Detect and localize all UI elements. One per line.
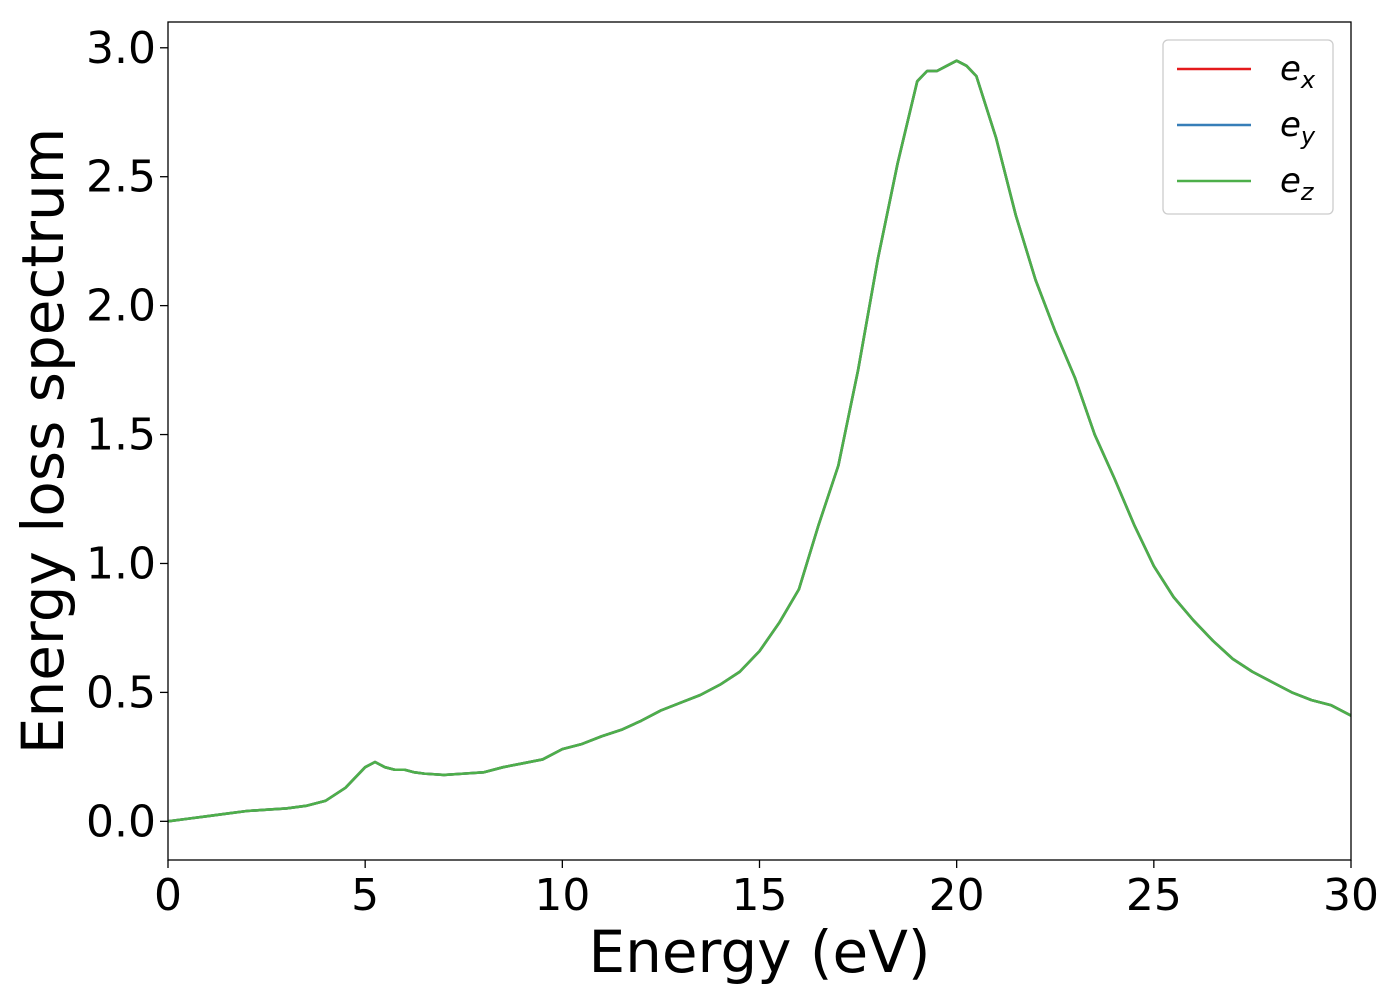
y-axis: 0.0 0.5 1.0 1.5 2.0 2.5 3.0	[86, 23, 168, 847]
x-tick-label: 30	[1323, 870, 1379, 921]
y-tick-label: 2.0	[86, 281, 156, 332]
y-tick-label: 1.0	[86, 538, 156, 589]
y-axis-label: Energy loss spectrum	[9, 128, 77, 754]
x-axis-label: Energy (eV)	[588, 918, 930, 986]
y-tick-label: 2.5	[86, 152, 156, 203]
x-tick-label: 15	[732, 870, 788, 921]
series-layer	[168, 59, 1351, 823]
x-tick-label: 20	[929, 870, 985, 921]
x-axis: 0 5 10 15 20 25 30	[154, 860, 1379, 921]
legend-subscript: x	[1300, 66, 1316, 94]
series-line-ez	[168, 59, 1351, 823]
x-tick-label: 5	[351, 870, 379, 921]
legend-subscript: z	[1300, 178, 1315, 206]
x-tick-label: 0	[154, 870, 182, 921]
legend-label-ez: ez	[1280, 161, 1315, 206]
y-tick-label: 0.0	[86, 796, 156, 847]
legend-subscript: y	[1300, 122, 1316, 150]
legend-box	[1162, 39, 1334, 215]
y-tick-label: 3.0	[86, 23, 156, 74]
x-tick-label: 10	[534, 870, 590, 921]
y-tick-label: 1.5	[86, 410, 156, 461]
y-tick-label: 0.5	[86, 667, 156, 718]
x-tick-label: 25	[1126, 870, 1182, 921]
